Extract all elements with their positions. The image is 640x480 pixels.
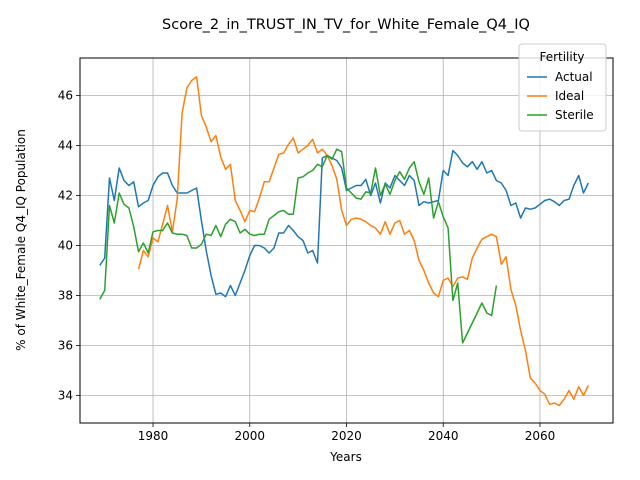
x-axis-label: Years [329,450,362,464]
legend-label-actual: Actual [555,70,593,84]
y-tick-label: 44 [58,139,73,153]
legend-label-sterile: Sterile [555,108,594,122]
series-line-sterile [99,148,498,344]
x-axis-ticks: 1980 2000 2020 2040 2060 [138,423,555,443]
y-tick-label: 40 [58,239,73,253]
x-tick-label: 1980 [138,429,169,443]
y-tick-label: 36 [58,339,73,353]
x-tick-label: 2040 [428,429,459,443]
x-tick-label: 2060 [525,429,556,443]
y-tick-label: 46 [58,89,73,103]
x-tick-label: 2000 [234,429,265,443]
legend-items: Actual Ideal Sterile [527,70,594,122]
legend-title: Fertility [539,50,584,64]
series-line-actual [99,149,589,298]
y-axis-label: % of White_Female Q4_IQ Population [14,129,28,351]
series-layer [99,76,589,407]
grid-lines [80,58,613,423]
legend-label-ideal: Ideal [555,89,584,103]
series-line-ideal [137,76,589,407]
y-axis-ticks: 34 36 38 40 42 44 46 [58,89,80,403]
y-tick-label: 38 [58,289,73,303]
legend-box [518,43,607,132]
x-tick-label: 2020 [331,429,362,443]
legend: Fertility Actual Ideal Sterile [518,43,607,132]
y-tick-label: 34 [58,389,73,403]
y-tick-label: 42 [58,189,73,203]
chart-title: Score_2_in_TRUST_IN_TV_for_White_Female_… [162,17,530,33]
